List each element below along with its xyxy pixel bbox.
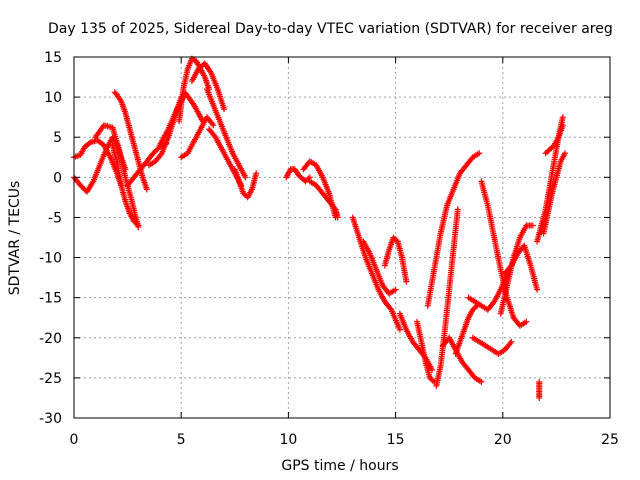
- series-arc35: [540, 150, 568, 237]
- data-point: [396, 326, 403, 333]
- axis-ticks: 0 5 10 15 20 25 -30 -25 -20 -15 -10 -5 0 5 10 15: [39, 50, 619, 448]
- series-arc23: [424, 150, 483, 309]
- data-point: [534, 286, 541, 293]
- series-arc28: [469, 334, 515, 357]
- series-arc04: [109, 142, 142, 229]
- data-point: [523, 318, 530, 325]
- series-arc29: [478, 178, 530, 329]
- data-point: [221, 106, 228, 113]
- y-tick-label: -30: [39, 411, 62, 427]
- y-tick-label: 0: [53, 170, 62, 186]
- data-point: [536, 394, 543, 401]
- series-arc18: [349, 214, 403, 333]
- data-points: [71, 55, 568, 401]
- data-point: [561, 150, 568, 157]
- x-tick-label: 15: [387, 432, 405, 448]
- data-point: [507, 340, 514, 347]
- series-arc14: [231, 166, 260, 201]
- data-point: [559, 122, 566, 129]
- data-point: [387, 305, 394, 312]
- y-tick-label: -5: [48, 210, 62, 226]
- y-tick-label: 5: [53, 130, 62, 146]
- series-arc34: [542, 122, 566, 157]
- x-tick-label: 25: [601, 432, 619, 448]
- data-point: [476, 150, 483, 157]
- x-tick-label: 10: [279, 432, 297, 448]
- x-tick-label: 5: [177, 432, 186, 448]
- y-tick-label: -25: [39, 371, 62, 387]
- y-tick-label: -15: [39, 291, 62, 307]
- data-point: [253, 170, 260, 177]
- series-arc12: [203, 86, 249, 181]
- y-tick-label: -20: [39, 331, 62, 347]
- data-point: [157, 151, 164, 158]
- series-arc26: [452, 302, 481, 357]
- series-arc32: [536, 378, 543, 401]
- series-arc06: [124, 140, 170, 189]
- plot-frame: [73, 56, 611, 419]
- series-arc17: [306, 178, 341, 221]
- x-axis-label: GPS time / hours: [281, 458, 398, 474]
- y-axis-label: SDTVAR / TECUs: [7, 181, 23, 296]
- data-point: [403, 278, 410, 285]
- chart-title: Day 135 of 2025, Sidereal Day-to-day VTE…: [48, 21, 613, 37]
- data-point: [210, 122, 217, 129]
- data-point: [334, 214, 341, 221]
- x-tick-label: 20: [494, 432, 512, 448]
- series-arc22: [414, 318, 438, 385]
- y-tick-label: 15: [44, 50, 62, 66]
- series-arc10: [178, 114, 217, 161]
- data-point: [508, 338, 515, 345]
- data-point: [478, 378, 485, 385]
- data-point: [143, 186, 150, 193]
- data-point: [86, 139, 93, 146]
- y-tick-label: 10: [44, 90, 62, 106]
- data-point: [242, 174, 249, 181]
- data-point: [559, 114, 566, 121]
- series-arc15: [283, 166, 313, 185]
- grid-lines: [74, 57, 610, 418]
- data-point: [135, 222, 142, 229]
- data-point: [529, 222, 536, 229]
- data-point: [429, 366, 436, 373]
- data-point: [392, 286, 399, 293]
- data-point: [507, 263, 514, 270]
- series-arc11: [188, 60, 228, 113]
- data-point: [454, 206, 461, 213]
- series-arc20: [381, 234, 410, 285]
- data-point: [209, 120, 216, 127]
- x-tick-label: 0: [70, 432, 79, 448]
- series-arc24: [433, 206, 461, 389]
- y-tick-label: -10: [39, 251, 62, 267]
- series-arc19: [360, 238, 399, 297]
- data-point: [490, 300, 497, 307]
- series-arc31: [501, 242, 541, 293]
- data-point: [211, 132, 218, 139]
